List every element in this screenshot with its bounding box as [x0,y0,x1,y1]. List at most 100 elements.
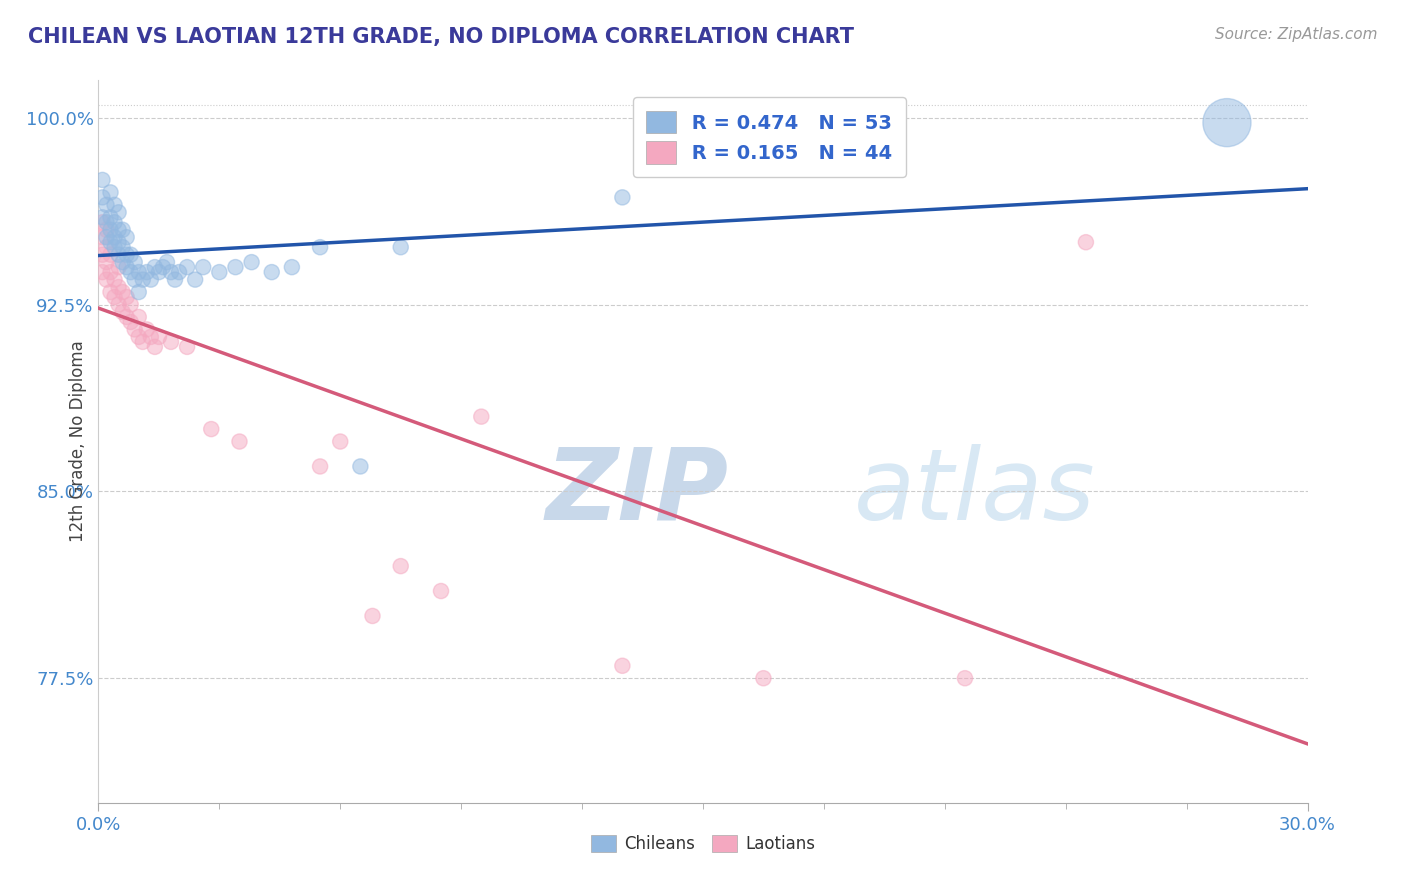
Point [91,230,114,244]
Point [135,322,157,336]
Point [96,240,118,254]
Text: Source: ZipAtlas.com: Source: ZipAtlas.com [1215,27,1378,42]
Point [176,260,198,274]
Point [100,223,122,237]
Point [107,223,129,237]
Point [128,285,150,299]
Point [100,186,122,200]
Point [349,459,371,474]
Point [91,173,114,187]
Point [96,255,118,269]
Point [148,330,170,344]
Point [100,235,122,250]
Point [139,272,162,286]
Point [107,280,129,294]
Point [128,265,150,279]
Point [132,272,155,286]
Point [128,330,150,344]
Point [124,322,146,336]
Point [100,285,122,299]
Point [329,434,352,449]
Point [115,310,138,324]
Point [309,240,332,254]
Point [107,235,129,250]
Point [361,609,384,624]
Point [128,310,150,324]
Point [132,334,155,349]
Point [115,248,138,262]
Point [152,260,174,274]
Point [96,230,118,244]
Point [103,240,125,254]
Point [470,409,492,424]
Point [107,297,129,311]
Point [612,190,634,204]
Point [103,215,125,229]
Point [115,260,138,274]
Point [96,272,118,286]
Point [163,272,186,286]
Point [309,459,332,474]
Point [103,290,125,304]
Point [184,272,207,286]
Point [120,265,142,279]
Point [160,265,183,279]
Point [115,230,138,244]
Point [193,260,215,274]
Point [111,255,134,269]
Point [612,658,634,673]
Point [124,255,146,269]
Point [143,260,166,274]
Point [96,198,118,212]
Point [1216,115,1239,129]
Point [91,215,114,229]
Point [111,285,134,299]
Point [430,584,453,599]
Point [120,248,142,262]
Point [240,255,263,269]
Point [107,248,129,262]
Legend: Chileans, Laotians: Chileans, Laotians [585,828,821,860]
Point [389,559,412,574]
Point [107,260,129,274]
Point [228,434,250,449]
Point [103,198,125,212]
Point [111,305,134,319]
Point [111,240,134,254]
Point [1074,235,1097,250]
Point [224,260,246,274]
Point [91,248,114,262]
Point [96,215,118,229]
Point [103,230,125,244]
Point [120,297,142,311]
Point [111,223,134,237]
Point [115,290,138,304]
Point [103,272,125,286]
Point [120,315,142,329]
Point [389,240,412,254]
Point [167,265,190,279]
Point [160,334,183,349]
Text: atlas: atlas [855,443,1095,541]
Point [135,265,157,279]
Point [143,340,166,354]
Point [200,422,222,436]
Point [91,265,114,279]
Point [281,260,304,274]
Y-axis label: 12th Grade, No Diploma: 12th Grade, No Diploma [69,341,87,542]
Point [91,211,114,225]
Point [91,190,114,204]
Text: ZIP: ZIP [546,443,728,541]
Point [100,248,122,262]
Point [148,265,170,279]
Point [96,223,118,237]
Point [176,340,198,354]
Point [260,265,283,279]
Point [100,265,122,279]
Point [752,671,775,685]
Point [139,330,162,344]
Text: CHILEAN VS LAOTIAN 12TH GRADE, NO DIPLOMA CORRELATION CHART: CHILEAN VS LAOTIAN 12TH GRADE, NO DIPLOM… [28,27,853,46]
Point [156,255,179,269]
Point [124,272,146,286]
Point [208,265,231,279]
